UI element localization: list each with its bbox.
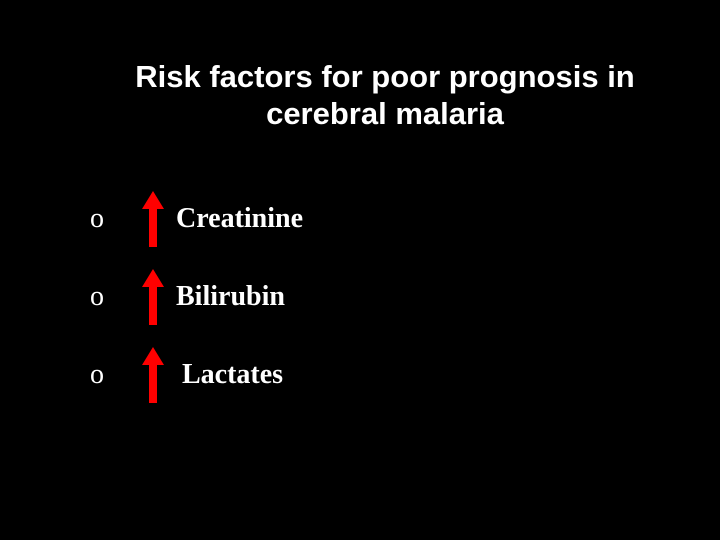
- slide: Risk factors for poor prognosis in cereb…: [0, 0, 720, 540]
- up-arrow-icon: [130, 191, 176, 247]
- bullet: o: [90, 203, 130, 235]
- list-item: o Lactates: [90, 336, 303, 414]
- risk-factor-label: Lactates: [176, 359, 283, 391]
- list-item: o Creatinine: [90, 180, 303, 258]
- up-arrow-icon: [130, 347, 176, 403]
- bullet: o: [90, 359, 130, 391]
- risk-factor-label: Creatinine: [176, 203, 303, 235]
- up-arrow-icon: [130, 269, 176, 325]
- bullet: o: [90, 281, 130, 313]
- risk-factor-label: Bilirubin: [176, 281, 285, 313]
- list-item: o Bilirubin: [90, 258, 303, 336]
- risk-factor-list: o Creatinine o Bilirubin o: [90, 180, 303, 414]
- slide-title: Risk factors for poor prognosis in cereb…: [110, 58, 660, 132]
